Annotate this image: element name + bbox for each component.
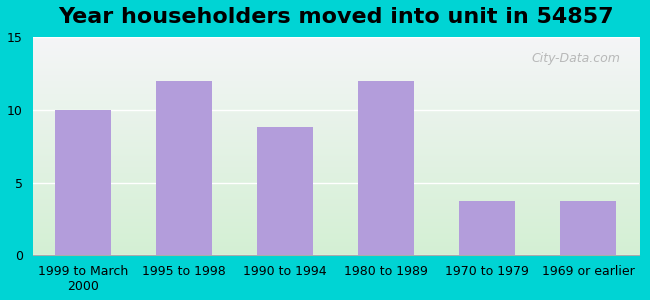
Text: City-Data.com: City-Data.com (532, 52, 621, 65)
Bar (156, 80, 212, 255)
Bar (358, 80, 414, 255)
Bar (55, 110, 111, 255)
Bar (257, 127, 313, 255)
Bar (460, 201, 515, 255)
Bar (560, 201, 616, 255)
Title: Year householders moved into unit in 54857: Year householders moved into unit in 548… (58, 7, 614, 27)
